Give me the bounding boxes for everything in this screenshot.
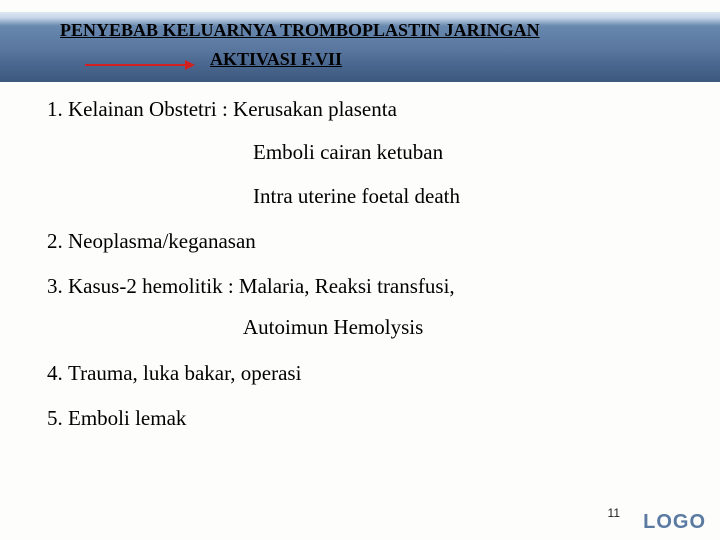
list-item-2: Neoplasma/keganasan bbox=[68, 228, 690, 255]
list-item-3-text: Kasus-2 hemolitik : Malaria, Reaksi tran… bbox=[68, 274, 455, 298]
title-line-1: PENYEBAB KELUARNYA TROMBOPLASTIN JARINGA… bbox=[60, 20, 680, 41]
slide-title-block: PENYEBAB KELUARNYA TROMBOPLASTIN JARINGA… bbox=[60, 20, 680, 70]
list-item-1-text: Kelainan Obstetri : Kerusakan plasenta bbox=[68, 97, 397, 121]
content-body: Kelainan Obstetri : Kerusakan plasenta E… bbox=[36, 96, 690, 450]
list-item-1-sub2: Intra uterine foetal death bbox=[253, 183, 690, 210]
arrow-icon bbox=[85, 64, 193, 66]
list-item-1: Kelainan Obstetri : Kerusakan plasenta E… bbox=[68, 96, 690, 210]
list-item-3: Kasus-2 hemolitik : Malaria, Reaksi tran… bbox=[68, 273, 690, 342]
list-item-4: Trauma, luka bakar, operasi bbox=[68, 360, 690, 387]
page-number: 11 bbox=[608, 506, 620, 520]
logo-text: LOGO bbox=[643, 511, 706, 534]
title-line-2: AKTIVASI F.VII bbox=[210, 49, 680, 70]
list-item-5: Emboli lemak bbox=[68, 405, 690, 432]
list-item-1-sub1: Emboli cairan ketuban bbox=[253, 139, 690, 166]
list-item-3-sub1: Autoimun Hemolysis bbox=[243, 314, 690, 341]
